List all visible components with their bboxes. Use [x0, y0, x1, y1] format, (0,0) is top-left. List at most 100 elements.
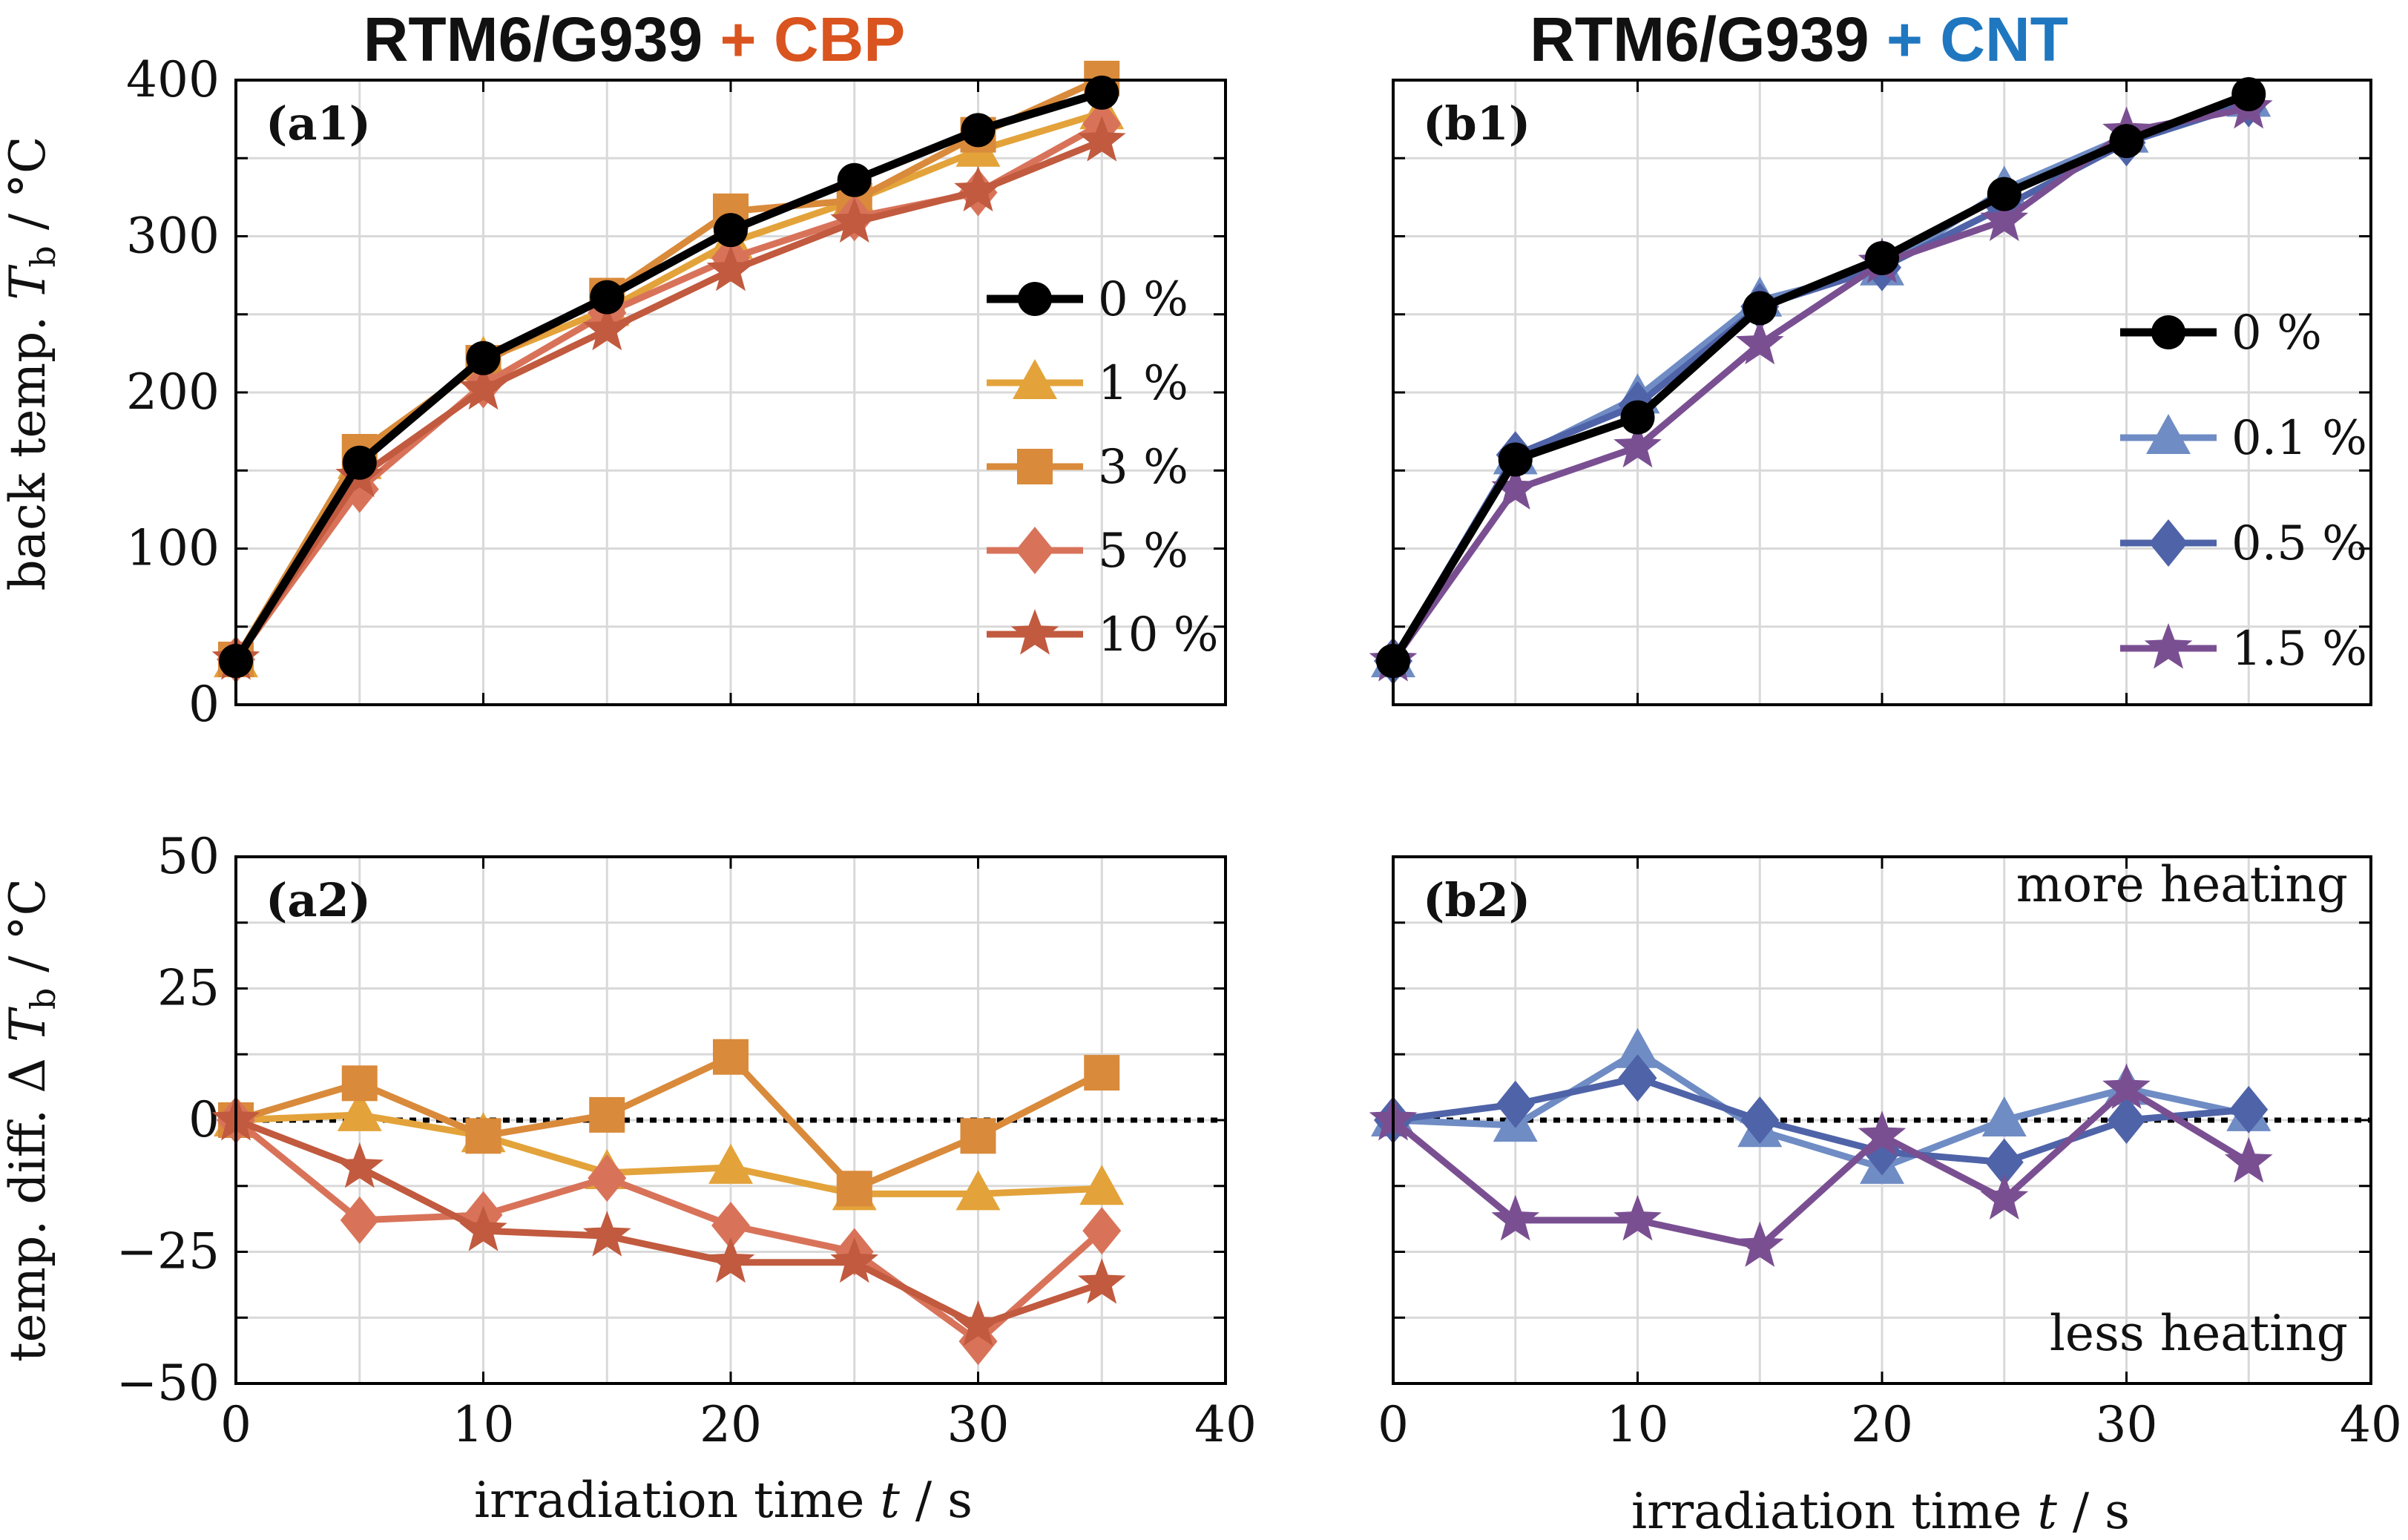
data-point: [2107, 1096, 2146, 1144]
series-line: [233, 137, 1103, 662]
data-point: [2231, 76, 2266, 111]
data-point: [1491, 464, 1540, 510]
legend-marker: [1013, 359, 1057, 399]
title-left-additive: CBP: [774, 4, 905, 74]
xlabel-left-post: / s: [900, 1472, 973, 1529]
data-point: [1858, 1110, 1907, 1156]
legend-label: 5 %: [1098, 524, 1188, 579]
ylabel-top: back temp. Tb / °C: [0, 136, 63, 590]
data-point: [708, 1143, 753, 1184]
y-tick-label: 50: [157, 828, 220, 885]
x-tick-label: 0: [1378, 1396, 1409, 1453]
data-point: [459, 363, 507, 410]
panel-label: (b2): [1423, 873, 1530, 927]
data-point: [961, 113, 996, 148]
data-point: [1084, 1055, 1120, 1091]
x-tick-label: 20: [1851, 1396, 1913, 1453]
y-tick-label: −25: [116, 1223, 220, 1280]
axes-frame: [234, 79, 1227, 706]
data-point: [2224, 1136, 2273, 1183]
panel-label: (a2): [266, 873, 371, 927]
data-point: [1865, 240, 1899, 275]
xlabel-left-pre: irradiation time: [474, 1472, 880, 1529]
x-tick-label: 20: [700, 1396, 762, 1453]
series-line: [1392, 1074, 2249, 1166]
data-point: [1980, 1174, 2029, 1220]
series-line: [1389, 90, 2251, 663]
data-point: [1077, 1258, 1126, 1304]
data-point: [335, 1142, 384, 1188]
panel-label: (b1): [1423, 96, 1530, 151]
series-b1-3: [1369, 82, 2273, 682]
data-point: [954, 165, 1002, 211]
xlabel-right-post: / s: [2057, 1483, 2130, 1540]
data-point: [337, 1090, 382, 1131]
title-right-base: RTM6/G939: [1530, 4, 1869, 74]
data-point: [459, 1205, 507, 1251]
data-point: [1079, 1165, 1125, 1205]
ylabel-top-sym: T: [0, 264, 56, 300]
x-tick-label: 10: [1607, 1396, 1669, 1453]
ylabel-top-sub: b: [23, 246, 63, 267]
y-tick-label: 0: [188, 676, 220, 733]
data-point: [582, 1211, 631, 1257]
legend-label: 0.1 %: [2231, 411, 2367, 466]
data-point: [837, 162, 872, 197]
y-tick-label: 400: [126, 51, 220, 108]
ylabel-bottom-sub: b: [23, 988, 63, 1010]
legend-entry: 0.5 %: [2120, 516, 2367, 571]
data-point: [1735, 318, 1784, 365]
data-point: [1740, 1096, 1780, 1144]
panel-b2: 0 10 20 30 40 (b2): [1369, 855, 2402, 1453]
data-point: [340, 1196, 379, 1244]
data-point: [2109, 124, 2144, 159]
legend-entry: 5 %: [987, 524, 1188, 579]
x-tick-label: 10: [453, 1396, 515, 1453]
series-b1-1: [1371, 76, 2272, 678]
y-tick-label: 25: [157, 960, 220, 1017]
legend-label: 0 %: [2231, 306, 2322, 361]
data-point: [589, 1096, 625, 1133]
data-point: [1496, 1080, 1535, 1128]
data-point: [588, 1154, 627, 1202]
legend-label: 0 %: [1098, 272, 1188, 327]
xlabel-right-pre: irradiation time: [1631, 1483, 2037, 1540]
title-left-base: RTM6/G939: [363, 4, 703, 74]
legend-label: 3 %: [1098, 440, 1188, 495]
data-point: [1613, 421, 1662, 468]
legend-entry: 1.5 %: [2120, 622, 2367, 677]
ylabel-top-post: / °C: [0, 136, 56, 246]
annotation-more-heating: more heating: [2016, 856, 2348, 913]
ylabel-top-pre: back temp.: [0, 300, 56, 591]
series-line: [235, 1111, 1102, 1197]
data-point: [342, 445, 377, 480]
legend-marker: [2146, 414, 2191, 454]
legend-entry: 0.1 %: [2120, 411, 2367, 466]
annotation-less-heating: less heating: [2050, 1305, 2348, 1362]
series-line: [1390, 105, 2250, 663]
data-point: [955, 1170, 1001, 1211]
title-left: RTM6/G939 + CBP: [363, 4, 906, 74]
series-line: [1390, 97, 2250, 663]
legend-marker: [1018, 282, 1052, 316]
data-point: [1613, 1194, 1662, 1241]
data-point: [713, 1039, 749, 1075]
data-point: [465, 1118, 501, 1154]
data-point: [830, 1237, 879, 1283]
data-point: [830, 197, 879, 243]
data-point: [2229, 1085, 2269, 1133]
legend-marker: [1017, 449, 1053, 484]
data-point: [714, 213, 748, 248]
data-point: [711, 1202, 750, 1249]
x-tick-label: 40: [2340, 1396, 2402, 1453]
series-a1-4: [211, 116, 1126, 680]
data-point: [1085, 75, 1119, 110]
y-tick-label: 100: [126, 520, 220, 577]
data-point: [706, 1237, 755, 1283]
data-point: [1491, 1194, 1540, 1241]
axes-frame: [234, 855, 1227, 1385]
data-point: [1981, 1096, 2027, 1136]
data-point: [960, 1118, 996, 1154]
data-point: [2102, 1063, 2151, 1109]
axes-frame: [1392, 855, 2372, 1385]
